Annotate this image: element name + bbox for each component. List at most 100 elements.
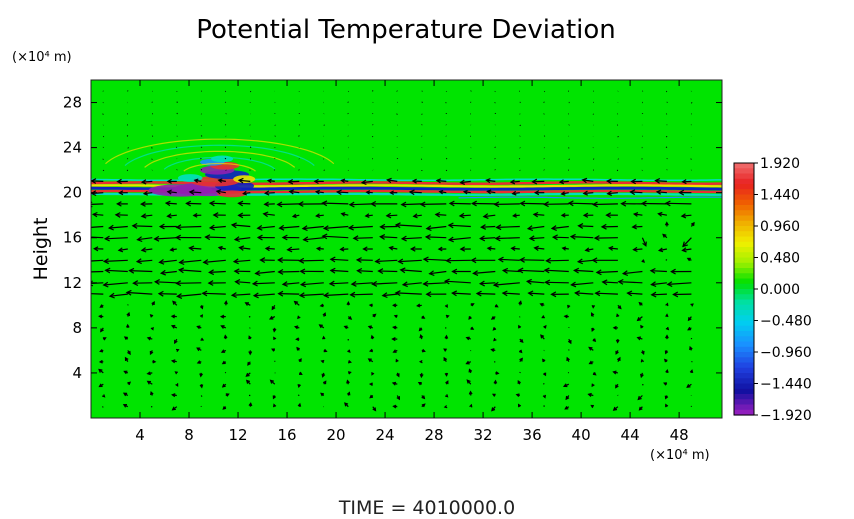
wind-vector (400, 201, 422, 208)
colorbar-segment (734, 394, 754, 400)
wind-vector (114, 212, 128, 218)
wind-vector (445, 394, 449, 398)
field-background (91, 80, 722, 418)
wind-vector (296, 346, 300, 351)
wind-vector (347, 349, 351, 354)
wind-vector (670, 268, 692, 275)
colorbar-segment (734, 199, 754, 206)
wind-vector (222, 406, 227, 410)
wind-vector (560, 212, 569, 218)
wind-vector (392, 303, 398, 308)
wind-vector (225, 393, 230, 397)
wind-vector (176, 293, 202, 299)
wind-vector (281, 281, 300, 287)
wind-vector (224, 157, 227, 160)
wind-vector (528, 235, 545, 242)
wind-vector (150, 391, 154, 396)
colorbar-tick-label: 0.000 (760, 282, 800, 298)
wind-vector (123, 370, 129, 375)
wind-vector (125, 289, 153, 296)
wind-vector (629, 189, 643, 196)
perturbation-ripple (144, 150, 296, 168)
wind-vector (346, 379, 350, 385)
y-tick-label: 24 (63, 139, 82, 157)
wind-vector (394, 290, 422, 297)
wind-vector (551, 234, 569, 241)
wind-vector (149, 313, 154, 318)
wind-vector (649, 267, 667, 274)
wind-vector (196, 325, 202, 330)
wind-vector (594, 290, 618, 297)
wind-vector (588, 346, 594, 351)
wind-vector (462, 189, 471, 195)
wind-vector (478, 280, 496, 287)
wind-vector (600, 223, 618, 230)
wind-vector (299, 281, 324, 288)
wind-vector (479, 235, 496, 242)
wind-vector (470, 326, 475, 330)
wind-vector (217, 245, 226, 251)
wind-vector (200, 337, 205, 341)
wind-vector (396, 372, 400, 378)
colorbar-segment (734, 236, 754, 243)
wind-vector (425, 291, 447, 298)
wind-vector (221, 360, 227, 365)
wind-vector (665, 368, 669, 373)
wind-vector (248, 402, 253, 407)
wind-vector (185, 200, 202, 207)
wind-vector (321, 233, 349, 240)
wind-vector (126, 169, 129, 172)
chart-title: Potential Temperature Deviation (196, 15, 616, 45)
wind-vector (170, 324, 178, 329)
colorbar-segment (734, 367, 754, 374)
wind-vector (389, 190, 398, 196)
colorbar-segment (734, 331, 754, 337)
wind-vector (544, 279, 569, 286)
plot-area (91, 80, 722, 418)
wind-vector (607, 245, 618, 251)
colorbar-segment (734, 173, 754, 180)
colorbar-segment (734, 220, 754, 227)
wind-vector (102, 394, 106, 398)
wind-vector (149, 350, 154, 356)
wind-vector (468, 368, 473, 374)
wind-vector (418, 359, 423, 364)
wind-vector (273, 403, 277, 408)
wind-vector (630, 178, 643, 185)
colorbar-tick-label: −0.480 (760, 314, 812, 330)
wind-vector (100, 327, 104, 333)
wind-vector (98, 368, 104, 374)
wind-vector (152, 359, 157, 364)
colorbar-segment (734, 231, 754, 238)
wind-vector (208, 224, 226, 231)
wind-vector (272, 395, 277, 400)
wind-vector (396, 395, 400, 401)
wind-vector (588, 360, 594, 365)
wind-vector (550, 225, 569, 231)
wind-vector (391, 337, 398, 342)
wind-vector (254, 270, 275, 277)
wind-vector (116, 201, 128, 207)
wind-vector (297, 384, 301, 389)
wind-vector (122, 392, 129, 397)
wind-vector (175, 348, 180, 352)
wind-vector (531, 178, 545, 185)
wind-vector (451, 268, 471, 275)
wind-vector (412, 213, 422, 219)
wind-vector (615, 350, 619, 355)
wind-vector (340, 212, 349, 217)
wind-vector (512, 213, 520, 218)
wind-vector (606, 190, 618, 196)
wind-vector (539, 302, 545, 307)
wind-vector (175, 224, 202, 231)
wind-vector (493, 337, 497, 342)
wind-vector (519, 200, 545, 207)
wind-vector (237, 200, 251, 207)
wind-vector (314, 189, 324, 195)
wind-vector (347, 112, 349, 115)
wind-vector (268, 315, 276, 320)
wind-vector (425, 225, 447, 232)
wind-vector (458, 212, 471, 219)
wind-vector (517, 403, 522, 408)
wind-vector (386, 177, 398, 184)
